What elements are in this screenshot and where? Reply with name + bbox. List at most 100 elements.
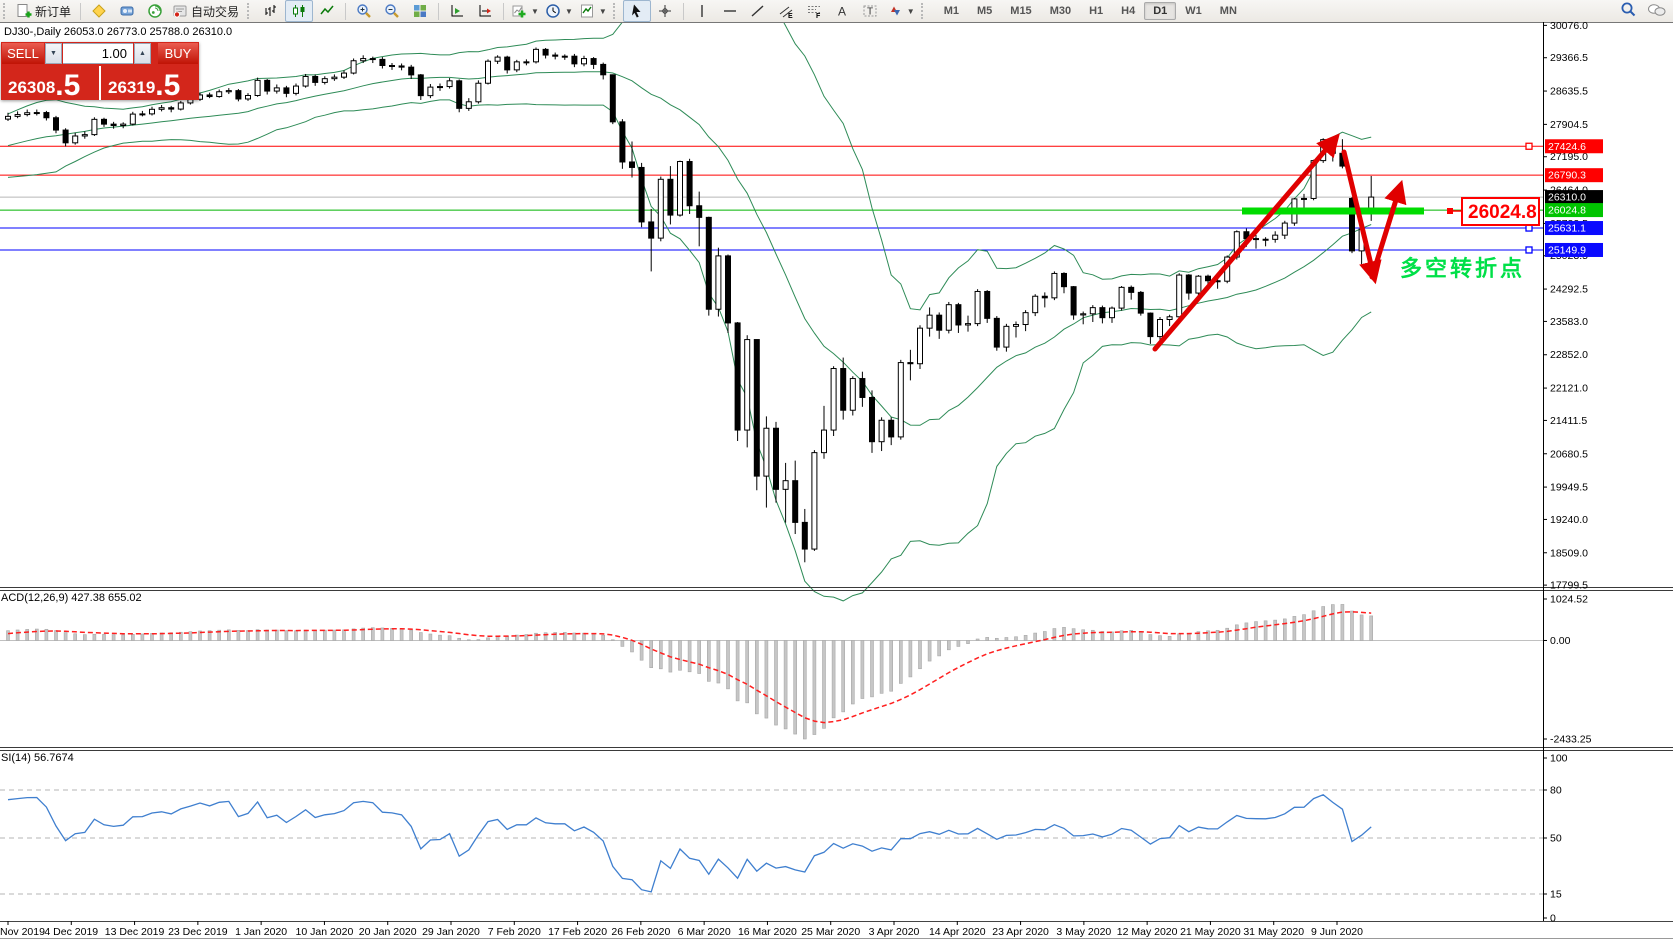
- toolbar-grip[interactable]: [612, 3, 619, 19]
- line-handle[interactable]: [1525, 246, 1533, 254]
- timeframe-M1[interactable]: M1: [943, 5, 959, 17]
- axis-price-label: [1545, 221, 1603, 236]
- candle: [139, 113, 146, 116]
- sell-price[interactable]: 26308 .5: [1, 64, 99, 103]
- candle: [283, 87, 290, 94]
- timeframe-H4[interactable]: H4: [1121, 5, 1136, 17]
- chart-shift-button[interactable]: [471, 0, 499, 22]
- timeframe-MN[interactable]: MN: [1219, 5, 1237, 17]
- timeframe-W1[interactable]: W1: [1185, 5, 1202, 17]
- hosting-button[interactable]: [113, 0, 141, 22]
- candle: [110, 123, 117, 126]
- equidistant-channel-tool-button[interactable]: E: [772, 0, 800, 22]
- rsi-line: [7, 794, 1372, 893]
- vertical-line-tool-button[interactable]: [688, 0, 716, 22]
- chart-canvas[interactable]: 30076.029366.528635.527904.527195.026464…: [0, 22, 1673, 939]
- svg-text:17 Feb 2020: 17 Feb 2020: [548, 926, 607, 938]
- green-trend-bar[interactable]: [1242, 207, 1424, 215]
- chart-area[interactable]: 30076.029366.528635.527904.527195.026464…: [0, 22, 1673, 939]
- templates-button[interactable]: ▼: [576, 0, 610, 22]
- candle: [734, 322, 741, 431]
- buy-button[interactable]: BUY: [158, 43, 198, 64]
- svg-text:50: 50: [1550, 833, 1562, 845]
- autotrade-button[interactable]: 自动交易: [169, 0, 244, 22]
- candle: [369, 58, 376, 61]
- fibonacci-tool-button[interactable]: F: [800, 0, 828, 22]
- arrows-tool-button[interactable]: ▼: [884, 0, 918, 22]
- horizontal-line-tool-button[interactable]: [716, 0, 744, 22]
- candle: [1032, 295, 1039, 314]
- timeframe-H1[interactable]: H1: [1089, 5, 1104, 17]
- candle: [1003, 325, 1010, 348]
- price-tag-box[interactable]: [1461, 197, 1540, 226]
- svg-text:16 Mar 2020: 16 Mar 2020: [738, 926, 797, 938]
- svg-text:9 Jun 2020: 9 Jun 2020: [1311, 926, 1363, 938]
- indicators-button[interactable]: ▼: [508, 0, 542, 22]
- timeframe-D1[interactable]: D1: [1144, 2, 1177, 20]
- candle: [696, 205, 703, 218]
- line-handle[interactable]: [1525, 142, 1533, 150]
- crosshair-tool-button[interactable]: [651, 0, 679, 22]
- tile-windows-button[interactable]: [406, 0, 434, 22]
- svg-text:Nov 2019: Nov 2019: [0, 926, 45, 938]
- toolbar-grip[interactable]: [920, 3, 927, 19]
- text-label-tool-button[interactable]: T: [856, 0, 884, 22]
- toolbar-grip[interactable]: [247, 3, 253, 19]
- candle: [965, 323, 971, 326]
- periods-button[interactable]: ▼: [542, 0, 576, 22]
- date-axis[interactable]: Nov 2019 4 Dec 2019 13 Dec 2019 23 Dec 2019…: [0, 921, 1363, 938]
- sell-button[interactable]: SELL: [2, 43, 44, 64]
- trendline-tool-button[interactable]: [744, 0, 772, 22]
- candle: [801, 521, 808, 550]
- chat-icon[interactable]: [1647, 2, 1667, 21]
- search-icon[interactable]: [1620, 1, 1637, 21]
- yellow-diamond-button[interactable]: [85, 0, 113, 22]
- line-chart-button[interactable]: [313, 0, 341, 22]
- candlestick-chart-button[interactable]: [285, 0, 314, 22]
- svg-text:28635.5: 28635.5: [1550, 86, 1588, 98]
- auto-scroll-button[interactable]: [443, 0, 471, 22]
- cursor-tool-button[interactable]: [622, 0, 651, 22]
- red-arrow[interactable]: [1341, 149, 1382, 285]
- candle: [725, 255, 731, 324]
- axis-price-label: [1545, 168, 1603, 183]
- sell-price-frac: .5: [55, 69, 81, 103]
- volume-decrease-button[interactable]: ▼: [45, 43, 62, 64]
- zoom-in-button[interactable]: [350, 0, 378, 22]
- candle: [43, 112, 50, 119]
- red-arrow[interactable]: [1369, 179, 1407, 280]
- turning-point-text[interactable]: 多空转折点: [1400, 256, 1525, 281]
- timeframe-M5[interactable]: M5: [977, 5, 993, 17]
- signals-button[interactable]: [141, 0, 169, 22]
- price-axis[interactable]: 30076.029366.528635.527904.527195.026464…: [1543, 22, 1592, 925]
- svg-text:23 Apr 2020: 23 Apr 2020: [992, 926, 1049, 938]
- red-arrow[interactable]: [1152, 133, 1340, 352]
- svg-text:13 Dec 2019: 13 Dec 2019: [105, 926, 165, 938]
- candle: [81, 134, 88, 137]
- timeframe-M30[interactable]: M30: [1049, 5, 1072, 17]
- svg-text:22852.0: 22852.0: [1550, 349, 1588, 361]
- new-order-button[interactable]: 新订单: [13, 0, 76, 22]
- axis-price-label: [1545, 190, 1603, 205]
- candle: [235, 90, 242, 100]
- buy-price[interactable]: 26319 .5: [101, 64, 199, 101]
- candle: [1128, 286, 1135, 293]
- candle: [216, 91, 223, 98]
- svg-text:30076.0: 30076.0: [1550, 22, 1588, 32]
- candle: [878, 419, 885, 443]
- bar-chart-button[interactable]: [257, 0, 285, 22]
- svg-text:22121.0: 22121.0: [1550, 383, 1588, 395]
- candle: [926, 314, 933, 329]
- toolbar-grip[interactable]: [3, 3, 9, 19]
- timeframe-M15[interactable]: M15: [1010, 5, 1032, 17]
- zoom-out-button[interactable]: [378, 0, 406, 22]
- candle: [465, 101, 472, 109]
- text-tool-button[interactable]: A: [828, 0, 856, 22]
- candle: [638, 166, 645, 223]
- candle: [1253, 238, 1259, 241]
- chart-shift-icon: [477, 3, 493, 19]
- volume-increase-button[interactable]: ▲: [134, 43, 151, 64]
- autotrade-icon: [172, 3, 188, 19]
- macd-indicator-label: ACD(12,26,9) 427.38 655.02: [1, 592, 142, 604]
- volume-input[interactable]: 1.00: [63, 43, 133, 64]
